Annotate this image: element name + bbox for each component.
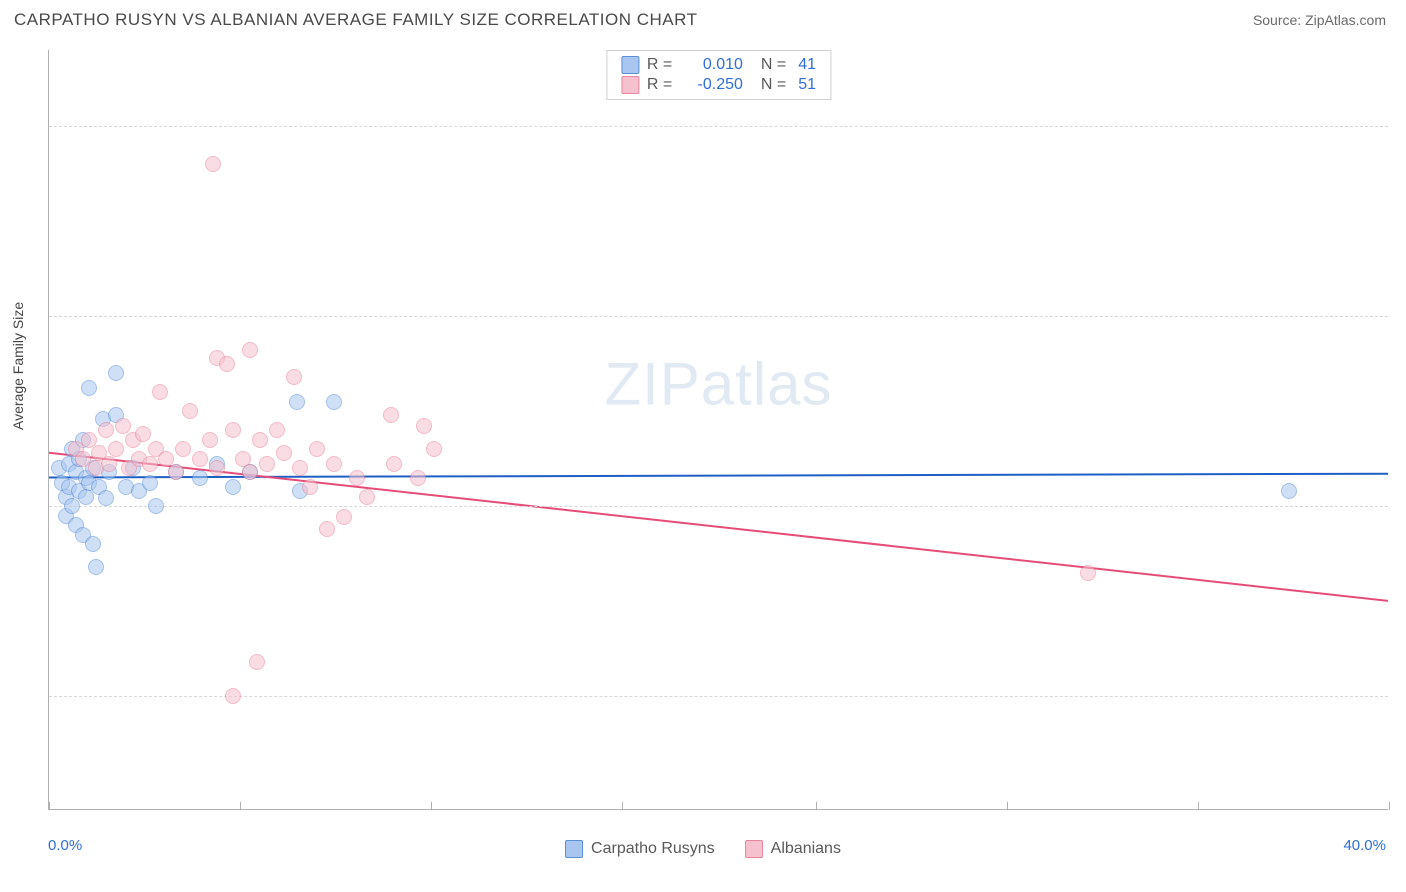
scatter-point	[98, 490, 114, 506]
scatter-point	[88, 559, 104, 575]
scatter-point	[168, 464, 184, 480]
scatter-point	[101, 456, 117, 472]
scatter-point	[135, 426, 151, 442]
legend-swatch	[565, 840, 583, 858]
scatter-point	[152, 384, 168, 400]
y-axis-label: Average Family Size	[10, 302, 26, 430]
legend-swatch	[745, 840, 763, 858]
scatter-point	[383, 407, 399, 423]
scatter-point	[192, 470, 208, 486]
scatter-point	[252, 432, 268, 448]
x-tick	[1007, 802, 1008, 810]
scatter-point	[276, 445, 292, 461]
chart-source: Source: ZipAtlas.com	[1253, 12, 1386, 28]
scatter-point	[98, 422, 114, 438]
scatter-point	[205, 156, 221, 172]
scatter-point	[225, 479, 241, 495]
stat-n-label: N =	[761, 56, 786, 74]
scatter-point	[309, 441, 325, 457]
scatter-point	[426, 441, 442, 457]
x-tick	[49, 802, 50, 810]
watermark-text: ZIPatlas	[604, 349, 832, 418]
chart-title: CARPATHO RUSYN VS ALBANIAN AVERAGE FAMIL…	[14, 10, 698, 30]
stat-n-value: 41	[798, 56, 816, 74]
legend-item: Albanians	[745, 840, 841, 858]
scatter-point	[336, 509, 352, 525]
x-tick	[1198, 802, 1199, 810]
x-tick	[622, 802, 623, 810]
x-axis-min-label: 0.0%	[48, 837, 82, 854]
legend-swatch	[621, 56, 639, 74]
y-tick-label: 2.00	[1396, 688, 1406, 705]
scatter-point	[359, 489, 375, 505]
scatter-point	[182, 403, 198, 419]
stat-r-label: R =	[647, 76, 675, 94]
x-tick	[1389, 802, 1390, 810]
scatter-point	[289, 394, 305, 410]
scatter-point	[326, 456, 342, 472]
stats-row: R = -0.250 N = 51	[621, 75, 816, 95]
gridline	[49, 506, 1388, 507]
x-tick	[431, 802, 432, 810]
scatter-point	[142, 475, 158, 491]
scatter-point	[326, 394, 342, 410]
gridline	[49, 126, 1388, 127]
scatter-point	[209, 460, 225, 476]
scatter-point	[410, 470, 426, 486]
scatter-point	[349, 470, 365, 486]
legend-swatch	[621, 76, 639, 94]
x-axis-max-label: 40.0%	[1343, 837, 1386, 854]
scatter-point	[386, 456, 402, 472]
scatter-point	[142, 456, 158, 472]
scatter-point	[108, 441, 124, 457]
scatter-point	[292, 460, 308, 476]
scatter-point	[148, 498, 164, 514]
scatter-point	[286, 369, 302, 385]
stat-r-label: R =	[647, 56, 675, 74]
scatter-point	[249, 654, 265, 670]
legend-label: Albanians	[771, 840, 841, 858]
scatter-point	[219, 356, 235, 372]
scatter-point	[269, 422, 285, 438]
scatter-point	[302, 479, 318, 495]
chart-header: CARPATHO RUSYN VS ALBANIAN AVERAGE FAMIL…	[0, 0, 1406, 36]
y-tick-label: 3.00	[1396, 498, 1406, 515]
scatter-point	[1281, 483, 1297, 499]
scatter-point	[259, 456, 275, 472]
legend-label: Carpatho Rusyns	[591, 840, 715, 858]
stats-legend-box: R = 0.010 N = 41 R = -0.250 N = 51	[606, 50, 831, 100]
stat-r-value: 0.010	[683, 56, 743, 74]
gridline	[49, 316, 1388, 317]
scatter-point	[85, 536, 101, 552]
stat-r-value: -0.250	[683, 76, 743, 94]
scatter-point	[242, 342, 258, 358]
y-tick-label: 5.00	[1396, 118, 1406, 135]
stat-n-label: N =	[761, 76, 786, 94]
chart-plot-area: ZIPatlas R =0.010N =41R =-0.250N =51 2.0…	[48, 50, 1388, 810]
scatter-point	[416, 418, 432, 434]
gridline	[49, 696, 1388, 697]
scatter-point	[242, 464, 258, 480]
stats-row: R = 0.010 N = 41	[621, 55, 816, 75]
scatter-point	[81, 380, 97, 396]
scatter-point	[108, 365, 124, 381]
scatter-point	[1080, 565, 1096, 581]
scatter-point	[225, 422, 241, 438]
bottom-legend: Carpatho Rusyns Albanians	[565, 840, 841, 858]
scatter-point	[202, 432, 218, 448]
x-tick	[240, 802, 241, 810]
legend-item: Carpatho Rusyns	[565, 840, 715, 858]
y-tick-label: 4.00	[1396, 308, 1406, 325]
scatter-point	[225, 688, 241, 704]
scatter-point	[319, 521, 335, 537]
stat-n-value: 51	[798, 76, 816, 94]
scatter-point	[175, 441, 191, 457]
scatter-point	[192, 451, 208, 467]
x-tick	[816, 802, 817, 810]
